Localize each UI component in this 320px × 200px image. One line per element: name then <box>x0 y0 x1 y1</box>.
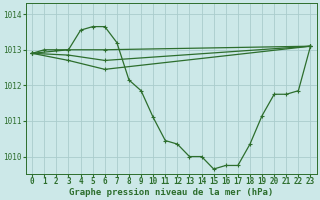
X-axis label: Graphe pression niveau de la mer (hPa): Graphe pression niveau de la mer (hPa) <box>69 188 274 197</box>
